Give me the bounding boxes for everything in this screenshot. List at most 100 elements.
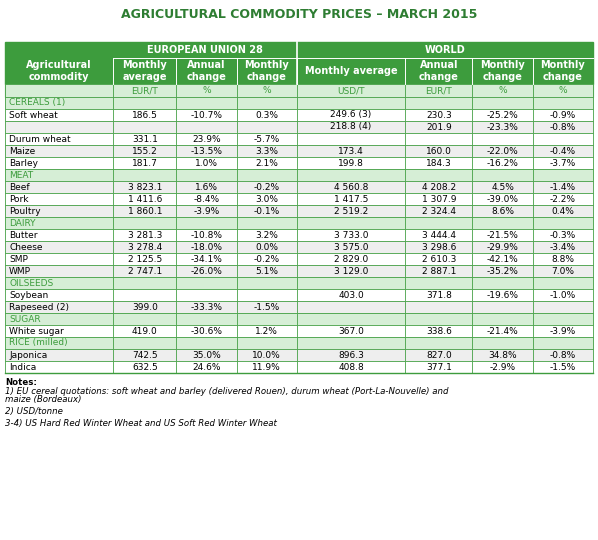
Bar — [405, 277, 472, 289]
Bar — [533, 169, 593, 181]
Text: Monthly average: Monthly average — [305, 66, 398, 76]
Text: 331.1: 331.1 — [132, 134, 158, 144]
Bar — [176, 145, 237, 157]
Bar — [405, 253, 472, 265]
Text: -16.2%: -16.2% — [487, 159, 518, 167]
Bar — [533, 193, 593, 205]
Text: -10.8%: -10.8% — [191, 231, 222, 240]
Text: White sugar: White sugar — [9, 327, 64, 335]
Text: 1 417.5: 1 417.5 — [334, 194, 368, 204]
Text: 160.0: 160.0 — [426, 146, 451, 156]
Text: %: % — [263, 86, 271, 95]
Bar — [176, 169, 237, 181]
Bar — [472, 253, 533, 265]
Bar — [297, 193, 405, 205]
Text: -1.0%: -1.0% — [550, 291, 576, 300]
Text: %: % — [498, 86, 507, 95]
Bar — [5, 133, 593, 145]
Text: Rapeseed (2): Rapeseed (2) — [9, 302, 69, 312]
Text: 367.0: 367.0 — [338, 327, 364, 335]
Text: 419.0: 419.0 — [132, 327, 158, 335]
Text: AGRICULTURAL COMMODITY PRICES – MARCH 2015: AGRICULTURAL COMMODITY PRICES – MARCH 20… — [121, 8, 477, 21]
Bar — [405, 313, 472, 325]
Bar — [297, 157, 405, 169]
Bar — [237, 157, 297, 169]
Bar — [176, 361, 237, 373]
Bar — [5, 289, 113, 301]
Text: EUR/T: EUR/T — [132, 86, 158, 95]
Bar — [237, 337, 297, 349]
Bar — [237, 84, 297, 97]
Bar — [5, 121, 593, 133]
Bar — [5, 84, 113, 97]
Bar — [176, 181, 237, 193]
Text: -1.5%: -1.5% — [550, 362, 576, 372]
Bar — [472, 325, 533, 337]
Bar — [5, 97, 593, 109]
Bar — [5, 157, 593, 169]
Bar — [472, 121, 533, 133]
Bar — [5, 97, 113, 109]
Bar — [297, 229, 405, 241]
Text: 338.6: 338.6 — [426, 327, 451, 335]
Text: MEAT: MEAT — [9, 171, 33, 179]
Bar — [533, 97, 593, 109]
Text: 249.6 (3): 249.6 (3) — [331, 111, 372, 119]
Bar — [176, 133, 237, 145]
Bar — [5, 145, 113, 157]
Text: 371.8: 371.8 — [426, 291, 451, 300]
Bar — [176, 205, 237, 217]
Text: 186.5: 186.5 — [132, 111, 158, 119]
Text: 1 860.1: 1 860.1 — [127, 206, 162, 215]
Text: 2 519.2: 2 519.2 — [334, 206, 368, 215]
Text: EUR/T: EUR/T — [425, 86, 452, 95]
Text: 2 125.5: 2 125.5 — [128, 254, 162, 264]
Bar — [472, 169, 533, 181]
Bar — [237, 277, 297, 289]
Text: 3 823.1: 3 823.1 — [127, 183, 162, 192]
Bar — [5, 205, 113, 217]
Bar — [113, 205, 176, 217]
Bar — [5, 337, 113, 349]
Text: -0.1%: -0.1% — [254, 206, 280, 215]
Bar — [237, 133, 297, 145]
Bar — [297, 133, 405, 145]
Text: -34.1%: -34.1% — [191, 254, 222, 264]
Text: 173.4: 173.4 — [338, 146, 364, 156]
Text: 2 324.4: 2 324.4 — [422, 206, 456, 215]
Bar — [176, 289, 237, 301]
Bar — [472, 97, 533, 109]
Bar — [472, 181, 533, 193]
Text: -0.4%: -0.4% — [550, 146, 576, 156]
Bar — [113, 84, 176, 97]
Bar — [176, 277, 237, 289]
Bar — [533, 337, 593, 349]
Bar — [113, 109, 176, 121]
Text: 399.0: 399.0 — [132, 302, 158, 312]
Text: 3.0%: 3.0% — [255, 194, 278, 204]
Text: 0.4%: 0.4% — [551, 206, 574, 215]
Text: 155.2: 155.2 — [132, 146, 158, 156]
Bar — [113, 193, 176, 205]
Bar — [113, 325, 176, 337]
Text: 3 575.0: 3 575.0 — [334, 242, 368, 252]
Text: -3.9%: -3.9% — [193, 206, 219, 215]
Bar — [5, 181, 113, 193]
Bar — [533, 241, 593, 253]
Bar — [472, 361, 533, 373]
Text: -3.9%: -3.9% — [550, 327, 576, 335]
Bar — [472, 241, 533, 253]
Bar — [113, 289, 176, 301]
Bar — [237, 253, 297, 265]
Bar — [533, 301, 593, 313]
Bar — [237, 361, 297, 373]
Bar — [405, 193, 472, 205]
Bar — [176, 84, 237, 97]
Text: 23.9%: 23.9% — [192, 134, 221, 144]
Bar — [297, 361, 405, 373]
Text: -30.6%: -30.6% — [191, 327, 222, 335]
Bar — [5, 361, 113, 373]
Bar — [5, 265, 113, 277]
Bar — [472, 145, 533, 157]
Text: -25.2%: -25.2% — [487, 111, 518, 119]
